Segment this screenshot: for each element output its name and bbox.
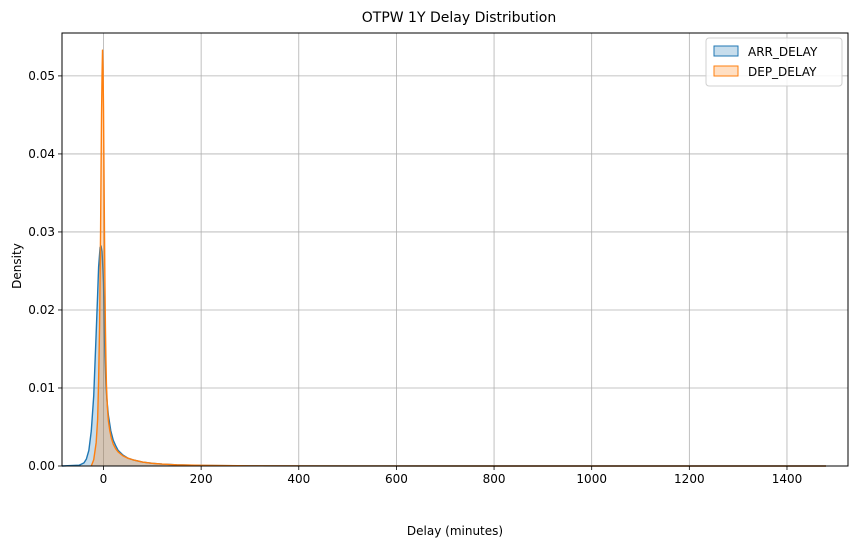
dep-delay-line bbox=[90, 49, 827, 467]
x-tick-label: 200 bbox=[190, 472, 213, 486]
legend-label: DEP_DELAY bbox=[748, 65, 817, 79]
y-tick-label: 0.04 bbox=[28, 147, 55, 161]
y-tick-label: 0.05 bbox=[28, 69, 55, 83]
x-tick-label: 1000 bbox=[576, 472, 607, 486]
x-axis: 0 200 400 600 800 1000 1200 1400 bbox=[100, 466, 803, 486]
chart-title: OTPW 1Y Delay Distribution bbox=[362, 10, 557, 26]
x-tick-label: 0 bbox=[100, 472, 108, 486]
x-tick-label: 1400 bbox=[772, 472, 803, 486]
legend: ARR_DELAY DEP_DELAY bbox=[705, 37, 843, 87]
legend-label: ARR_DELAY bbox=[748, 45, 818, 59]
legend-swatch bbox=[713, 45, 739, 57]
legend-box bbox=[705, 37, 843, 87]
x-tick-label: 1200 bbox=[674, 472, 705, 486]
x-tick-label: 400 bbox=[287, 472, 310, 486]
legend-swatch bbox=[713, 65, 739, 77]
density-areas bbox=[61, 49, 827, 467]
y-tick-label: 0.03 bbox=[28, 225, 55, 239]
x-axis-label: Delay (minutes) bbox=[407, 524, 503, 538]
y-axis: 0.00 0.01 0.02 0.03 0.04 0.05 bbox=[28, 69, 62, 473]
x-tick-label: 600 bbox=[385, 472, 408, 486]
y-tick-label: 0.01 bbox=[28, 381, 55, 395]
y-axis-label: Density bbox=[10, 243, 24, 289]
plot-frame bbox=[61, 32, 849, 467]
y-tick-label: 0.02 bbox=[28, 303, 55, 317]
x-tick-label: 800 bbox=[483, 472, 506, 486]
y-tick-label: 0.00 bbox=[28, 459, 55, 473]
